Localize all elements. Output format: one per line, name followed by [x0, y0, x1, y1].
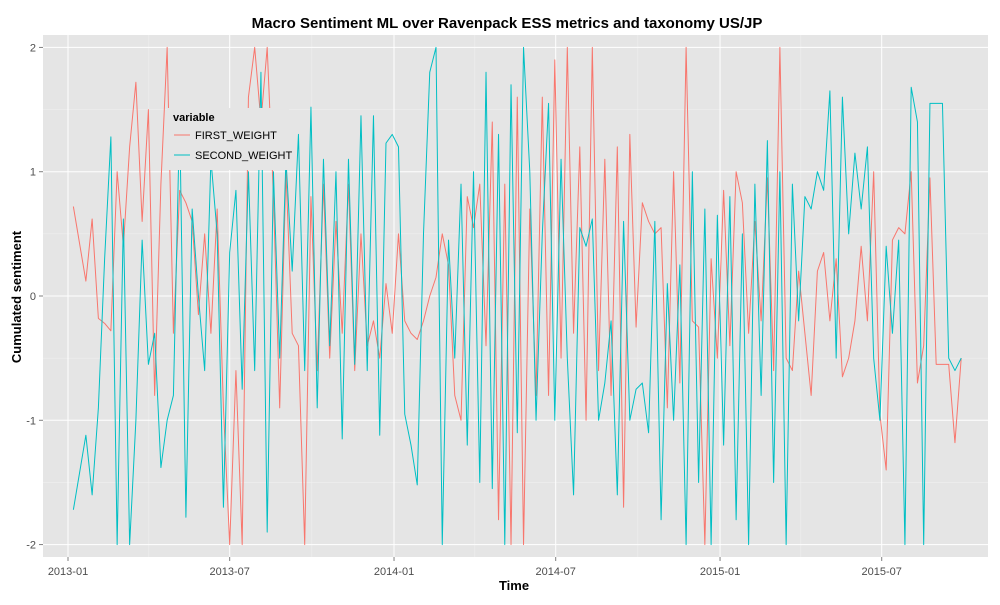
x-axis-title: Time: [499, 578, 529, 593]
x-tick-label: 2014-07: [536, 566, 576, 578]
x-tick-label: 2015-01: [700, 566, 740, 578]
series-lines: [72, 46, 962, 546]
x-tick-label: 2015-07: [862, 566, 902, 578]
x-tick-label: 2013-07: [209, 566, 249, 578]
legend-label-first-weight: FIRST_WEIGHT: [195, 130, 277, 142]
x-tick-label: 2013-01: [48, 566, 88, 578]
legend-title: variable: [173, 112, 215, 124]
series-line-first-weight: [72, 46, 962, 546]
grid-lines: [43, 35, 988, 557]
y-tick-label: 0: [30, 291, 36, 303]
chart-title: Macro Sentiment ML over Ravenpack ESS me…: [252, 15, 763, 32]
y-tick-label: -1: [26, 415, 36, 427]
series-line-second-weight: [72, 46, 962, 546]
axes: 2013-01 2013-07 2014-01 2014-07 2015-01 2015-…: [26, 42, 902, 578]
legend-label-second-weight: SECOND_WEIGHT: [195, 150, 292, 162]
y-axis-title: Cumulated sentiment: [9, 230, 24, 363]
legend-box: [167, 108, 289, 170]
legend: variable FIRST_WEIGHT SECOND_WEIGHT: [167, 108, 292, 170]
y-tick-label: -2: [26, 540, 36, 552]
y-tick-label: 2: [30, 42, 36, 54]
x-tick-label: 2014-01: [374, 566, 414, 578]
y-tick-label: 1: [30, 167, 36, 179]
